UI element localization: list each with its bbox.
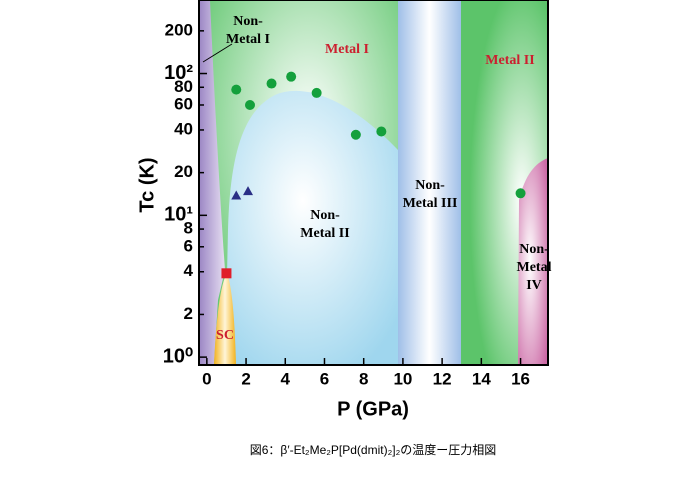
x-tick-label: 12	[433, 369, 452, 388]
x-tick-label: 14	[472, 369, 491, 388]
leader-line	[202, 43, 233, 63]
data-point	[266, 78, 277, 89]
x-tick-label: 4	[281, 369, 291, 388]
data-point	[311, 87, 322, 98]
data-point	[515, 188, 526, 199]
non-metal-i-region	[199, 0, 225, 365]
y-tick-label: 8	[184, 219, 193, 238]
x-axis-label: P (GPa)	[337, 398, 409, 420]
y-tick-label: 10²	[164, 62, 193, 84]
y-tick-label: 10⁰	[163, 345, 193, 367]
y-axis-label: Tc (K)	[136, 157, 158, 212]
data-point	[221, 268, 232, 279]
x-tick-label: 16	[511, 369, 530, 388]
y-tick-label: 80	[174, 77, 193, 96]
x-tick-label: 8	[359, 369, 368, 388]
data-point	[231, 190, 242, 200]
data-point	[243, 186, 254, 196]
y-tick-label: 2	[184, 304, 193, 323]
data-point	[376, 126, 387, 137]
region-label: Metal I	[325, 42, 369, 57]
y-tick-label: 20	[174, 162, 193, 181]
x-tick-label: 0	[202, 369, 211, 388]
region-label: Non-Metal II	[300, 208, 349, 241]
region-label: Non-Metal IV	[517, 242, 552, 293]
non-metal-ii-region	[225, 90, 398, 365]
region-label: SC	[216, 328, 234, 343]
x-tick-label: 2	[241, 369, 250, 388]
y-tick-label: 200	[165, 20, 193, 39]
y-tick-label: 10¹	[164, 204, 193, 226]
data-point	[286, 71, 297, 82]
phase-regions	[199, 0, 548, 365]
data-point	[244, 99, 255, 110]
region-label: Non-Metal III	[403, 178, 458, 211]
non-metal-iv-region	[518, 158, 548, 365]
caption: 図6：β′-Et₂Me₂P[Pd(dmit)₂]₂の温度ー圧力相図	[250, 442, 496, 457]
x-tick-label: 6	[320, 369, 329, 388]
y-tick-label: 60	[174, 94, 193, 113]
sc-region	[214, 273, 236, 365]
data-point	[350, 129, 361, 140]
x-tick-label: 10	[393, 369, 412, 388]
region-label: Metal II	[485, 53, 534, 68]
non-metal-iii-region	[398, 0, 461, 365]
plot-frame	[198, 0, 549, 366]
region-label: Non-Metal I	[226, 14, 270, 47]
y-tick-label: 40	[174, 119, 193, 138]
data-point	[231, 84, 242, 95]
y-tick-label: 4	[184, 261, 194, 280]
y-tick-label: 6	[184, 236, 193, 255]
